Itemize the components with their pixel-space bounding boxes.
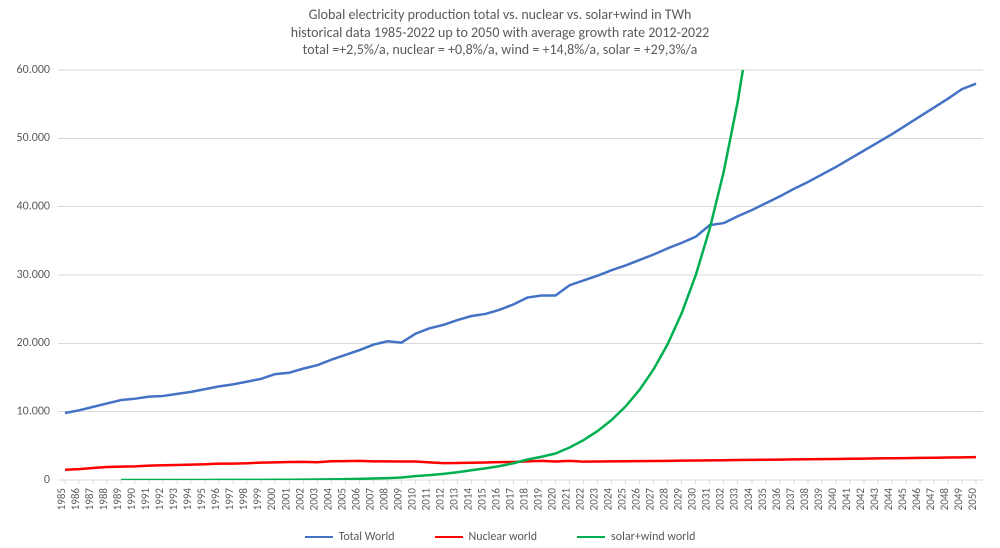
svg-text:2036: 2036: [770, 488, 783, 511]
chart-plot-area: 0 10.000 20.000 30.000 40.000 50.000 60.000 198…: [0, 0, 1000, 548]
svg-text:2038: 2038: [798, 488, 811, 511]
svg-text:1998: 1998: [237, 488, 250, 511]
svg-text:2013: 2013: [447, 488, 460, 511]
svg-text:2041: 2041: [840, 488, 853, 511]
svg-text:1990: 1990: [125, 488, 138, 511]
svg-text:60.000: 60.000: [17, 63, 50, 77]
svg-text:2022: 2022: [574, 488, 587, 511]
legend-item-total: Total World: [305, 530, 395, 544]
svg-text:2047: 2047: [924, 488, 937, 511]
svg-text:2017: 2017: [503, 488, 516, 511]
svg-text:2034: 2034: [742, 488, 755, 511]
svg-text:1997: 1997: [223, 488, 236, 511]
svg-text:2012: 2012: [433, 488, 446, 511]
svg-text:2009: 2009: [391, 488, 404, 511]
svg-text:2026: 2026: [630, 488, 643, 511]
svg-text:2035: 2035: [756, 488, 769, 510]
svg-text:2042: 2042: [854, 488, 867, 511]
svg-text:2039: 2039: [812, 488, 825, 511]
svg-text:2045: 2045: [896, 488, 909, 510]
svg-text:2031: 2031: [700, 488, 713, 511]
svg-text:1994: 1994: [181, 488, 194, 511]
svg-text:2002: 2002: [293, 488, 306, 511]
svg-text:2028: 2028: [658, 488, 671, 511]
svg-text:40.000: 40.000: [17, 200, 50, 214]
svg-text:2049: 2049: [952, 488, 965, 511]
legend-label-nuclear: Nuclear world: [469, 530, 538, 544]
svg-text:2043: 2043: [868, 488, 881, 511]
svg-text:2000: 2000: [265, 488, 278, 511]
svg-text:50.000: 50.000: [17, 131, 50, 145]
svg-text:1995: 1995: [195, 488, 208, 510]
svg-text:1985: 1985: [55, 488, 68, 510]
svg-text:2011: 2011: [419, 488, 432, 511]
svg-text:1988: 1988: [97, 488, 110, 511]
legend-swatch-total: [305, 536, 333, 538]
svg-text:1991: 1991: [139, 488, 152, 511]
svg-text:1993: 1993: [167, 488, 180, 511]
svg-text:2014: 2014: [461, 488, 474, 511]
legend-item-nuclear: Nuclear world: [435, 530, 538, 544]
svg-text:0: 0: [44, 473, 50, 487]
svg-text:2004: 2004: [321, 488, 334, 511]
svg-text:2029: 2029: [672, 488, 685, 511]
legend-label-total: Total World: [339, 530, 395, 544]
svg-text:1992: 1992: [153, 488, 166, 511]
svg-text:2001: 2001: [279, 488, 292, 511]
svg-text:1986: 1986: [69, 488, 82, 511]
chart-legend: Total World Nuclear world solar+wind wor…: [0, 530, 1000, 544]
svg-text:2007: 2007: [363, 488, 376, 511]
svg-text:2019: 2019: [532, 488, 545, 511]
svg-text:1996: 1996: [209, 488, 222, 511]
svg-text:2015: 2015: [475, 488, 488, 510]
svg-text:2040: 2040: [826, 488, 839, 511]
electricity-chart: Global electricity production total vs. …: [0, 0, 1000, 548]
svg-text:1999: 1999: [251, 488, 264, 511]
legend-label-solarwind: solar+wind world: [611, 530, 695, 544]
svg-text:2005: 2005: [335, 488, 348, 510]
svg-text:2016: 2016: [489, 488, 502, 511]
legend-item-solarwind: solar+wind world: [577, 530, 695, 544]
svg-text:10.000: 10.000: [17, 405, 50, 419]
svg-text:2020: 2020: [546, 488, 559, 511]
legend-swatch-solarwind: [577, 536, 605, 538]
svg-text:2044: 2044: [882, 488, 895, 511]
svg-text:2003: 2003: [307, 488, 320, 511]
svg-text:2046: 2046: [910, 488, 923, 511]
svg-text:2037: 2037: [784, 488, 797, 511]
legend-swatch-nuclear: [435, 536, 463, 538]
svg-text:2025: 2025: [616, 488, 629, 510]
svg-text:2024: 2024: [602, 488, 615, 511]
svg-text:2027: 2027: [644, 488, 657, 511]
svg-text:2010: 2010: [405, 488, 418, 511]
svg-text:2033: 2033: [728, 488, 741, 511]
svg-text:2006: 2006: [349, 488, 362, 511]
svg-text:2048: 2048: [938, 488, 951, 511]
svg-text:2030: 2030: [686, 488, 699, 511]
svg-text:1989: 1989: [111, 488, 124, 511]
svg-text:2050: 2050: [966, 488, 979, 511]
svg-text:1987: 1987: [83, 488, 96, 511]
svg-text:20.000: 20.000: [17, 336, 50, 350]
svg-text:2021: 2021: [560, 488, 573, 511]
svg-text:30.000: 30.000: [17, 268, 50, 282]
svg-text:2008: 2008: [377, 488, 390, 511]
svg-text:2018: 2018: [518, 488, 531, 511]
svg-text:2032: 2032: [714, 488, 727, 511]
svg-text:2023: 2023: [588, 488, 601, 511]
